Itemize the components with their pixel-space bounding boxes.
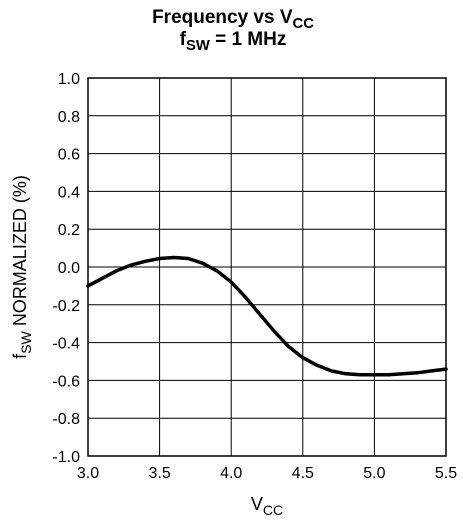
y-axis-label: fSW NORMALIZED (%) (10, 175, 34, 359)
y-tick-label: 0.0 (58, 260, 80, 277)
x-tick-label: 4.5 (292, 465, 314, 482)
x-tick-label: 5.5 (435, 465, 457, 482)
y-tick-label: 0.8 (58, 109, 80, 126)
y-tick-label: -0.4 (52, 336, 80, 353)
y-tick-label: 0.6 (58, 147, 80, 164)
x-tick-label: 4.0 (220, 465, 242, 482)
y-tick-label: 1.0 (58, 71, 80, 88)
y-tick-label: -0.2 (52, 298, 80, 315)
y-tick-label: 0.2 (58, 222, 80, 239)
y-tick-label: 0.4 (58, 184, 80, 201)
y-tick-label: -0.8 (52, 411, 80, 428)
y-tick-label: -1.0 (52, 449, 80, 466)
x-tick-label: 5.0 (363, 465, 385, 482)
x-axis-label: VCC (251, 494, 283, 518)
x-tick-label: 3.5 (148, 465, 170, 482)
grid (87, 77, 447, 457)
chart-title-line: Frequency vs VCC (152, 7, 314, 32)
x-tick-label: 3.0 (77, 465, 99, 482)
y-tick-labels: 1.0 0.8 0.6 0.4 0.2 0.0 -0.2 -0.4 -0.6 -0.8 -1.0 (52, 71, 80, 466)
series-line (86, 255, 448, 377)
plot-frame (87, 77, 447, 457)
x-tick-labels: 3.0 3.5 4.0 4.5 5.0 5.5 (77, 465, 457, 482)
y-tick-label: -0.6 (52, 373, 80, 390)
chart-title-line: fSW = 1 MHz (180, 29, 287, 54)
